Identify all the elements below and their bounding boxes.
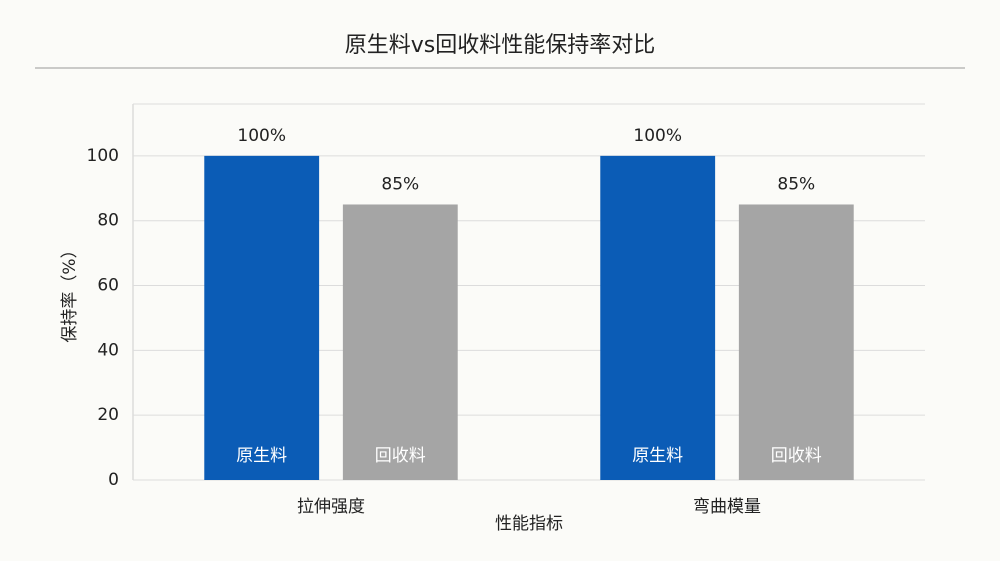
bar-series-label: 回收料 [375,446,426,466]
value-label: 85% [777,174,815,194]
bar [204,155,320,481]
y-tick-label: 0 [108,470,119,490]
bar-series-label: 原生料 [236,446,287,466]
y-tick-label: 20 [97,405,119,425]
chart-title: 原生料vs回收料性能保持率对比 [345,33,655,58]
x-tick-label: 弯曲模量 [693,497,761,517]
value-label: 100% [237,126,286,146]
value-label: 100% [633,126,682,146]
x-axis-label: 性能指标 [495,514,563,534]
bar-series-label: 回收料 [771,446,822,466]
value-label: 85% [381,174,419,194]
bar [342,204,458,480]
y-tick-label: 80 [97,211,119,231]
y-tick-label: 60 [97,276,119,296]
y-tick-label: 40 [97,340,119,360]
bar-series-label: 原生料 [632,446,683,466]
bar [600,155,716,481]
x-tick-label: 拉伸强度 [297,497,365,517]
bar [738,204,854,480]
y-tick-label: 100 [87,146,119,166]
y-axis-label: 保持率（%） [60,241,80,342]
